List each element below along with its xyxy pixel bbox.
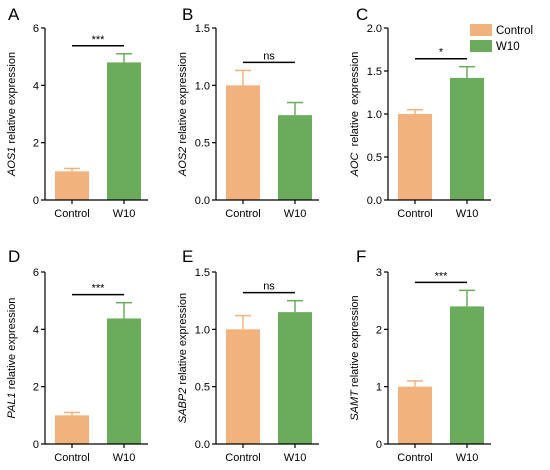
y-axis-label-suffix: relative expression (6, 298, 18, 393)
y-axis-label-suffix: relative expression (177, 52, 189, 147)
legend-label-w10: W10 (496, 41, 520, 53)
panel-letter: E (182, 247, 193, 266)
panel-letter: C (356, 5, 368, 24)
panel-b: B 0.0 0.5 1.0 1.5 Control W10 AOS2 relative exp… (177, 5, 319, 220)
y-tick-label: 0.5 (195, 138, 210, 150)
y-tick-label: 1.0 (195, 80, 210, 92)
y-tick-label: 0.0 (195, 195, 210, 207)
bar-w10 (278, 115, 312, 200)
y-tick-label: 0 (376, 439, 382, 451)
bar-w10 (450, 306, 484, 444)
y-tick-label: 0 (33, 439, 39, 451)
bar-w10 (107, 62, 141, 201)
significance-label: *** (92, 283, 106, 295)
y-axis-label-gene: AOS1 (6, 147, 18, 177)
x-tick-label: Control (225, 452, 260, 464)
y-tick-label: 1.0 (195, 324, 210, 336)
significance-label: *** (92, 34, 106, 46)
y-axis-label: AOS1 relative expression (6, 52, 18, 177)
panels: A 0 2 4 6 Control W10 AOS1 relative expression *… (6, 5, 491, 464)
y-tick-label: 3 (376, 267, 382, 279)
panel-letter: D (8, 247, 20, 266)
legend: Control W10 (470, 24, 533, 53)
y-axis-label: SABP2 relative expression (177, 293, 189, 423)
x-tick-label: W10 (456, 208, 479, 220)
bar-control (398, 114, 432, 200)
panel-e: E 0.0 0.5 1.0 1.5 Control W10 SABP2 relative ex… (177, 247, 319, 464)
x-tick-label: Control (397, 452, 432, 464)
panel-d: D 0 2 4 6 Control W10 PAL1 relative expression *… (6, 247, 148, 464)
legend-label-control: Control (496, 25, 533, 37)
y-tick-label: 1.5 (195, 267, 210, 279)
y-axis-label-suffix: relative expression (6, 52, 18, 147)
y-axis-label: PAL1 relative expression (6, 298, 18, 419)
y-tick-label: 1.5 (195, 23, 210, 35)
y-axis-label-gene: AOC (349, 152, 361, 177)
y-tick-label: 1.5 (367, 66, 382, 78)
x-tick-label: Control (54, 208, 89, 220)
bar-w10 (107, 318, 141, 444)
bar-control (226, 329, 260, 444)
x-tick-label: Control (225, 208, 260, 220)
bar-control (398, 386, 432, 444)
legend-swatch-control (470, 24, 492, 36)
y-axis-label: AOC relative expression (349, 52, 361, 178)
y-axis-label: AOS2 relative expression (177, 52, 189, 177)
y-axis-label-gene: SAMT (349, 389, 361, 421)
x-tick-label: W10 (113, 452, 136, 464)
x-tick-label: W10 (284, 208, 307, 220)
significance-label: * (439, 47, 444, 59)
bar-control (55, 415, 89, 444)
panel-c: C 0.0 0.5 1.0 1.5 2.0 Control W10 AOC relative e… (349, 5, 491, 220)
y-tick-label: 0 (33, 195, 39, 207)
panel-a: A 0 2 4 6 Control W10 AOS1 relative expression *… (6, 5, 148, 220)
y-axis-label: SAMT relative expression (349, 295, 361, 420)
panel-letter: B (182, 5, 193, 24)
y-axis-label-gene: AOS2 (177, 147, 189, 177)
y-axis-label-gene: PAL1 (6, 392, 18, 418)
significance-label: ns (263, 281, 275, 293)
x-tick-label: Control (397, 208, 432, 220)
y-tick-label: 0.0 (195, 439, 210, 451)
x-tick-label: Control (54, 452, 89, 464)
y-tick-label: 6 (33, 23, 39, 35)
y-tick-label: 2 (376, 324, 382, 336)
y-tick-label: 4 (33, 80, 39, 92)
bar-control (226, 85, 260, 200)
y-axis-label-suffix: relative expression (349, 52, 361, 153)
y-tick-label: 0.0 (367, 195, 382, 207)
panel-f: F 0 1 2 3 Control W10 SAMT relative expression *… (349, 247, 491, 464)
bar-w10 (278, 312, 312, 444)
x-tick-label: W10 (456, 452, 479, 464)
y-tick-label: 0.5 (367, 152, 382, 164)
panel-letter: A (8, 5, 20, 24)
bar-control (55, 171, 89, 200)
y-tick-label: 1.0 (367, 109, 382, 121)
y-axis-label-suffix: relative expression (177, 293, 189, 388)
y-axis-label-gene: SABP2 (177, 388, 189, 423)
y-tick-label: 0.5 (195, 382, 210, 394)
significance-label: ns (263, 50, 275, 62)
legend-swatch-w10 (470, 40, 492, 52)
y-tick-label: 6 (33, 267, 39, 279)
y-tick-label: 2.0 (367, 23, 382, 35)
x-tick-label: W10 (113, 208, 136, 220)
y-tick-label: 2 (33, 382, 39, 394)
panel-letter: F (356, 247, 366, 266)
significance-label: *** (435, 270, 449, 282)
y-tick-label: 1 (376, 382, 382, 394)
bar-w10 (450, 77, 484, 200)
y-tick-label: 4 (33, 324, 39, 336)
y-tick-label: 2 (33, 138, 39, 150)
y-axis-label-suffix: relative expression (349, 295, 361, 390)
x-tick-label: W10 (284, 452, 307, 464)
